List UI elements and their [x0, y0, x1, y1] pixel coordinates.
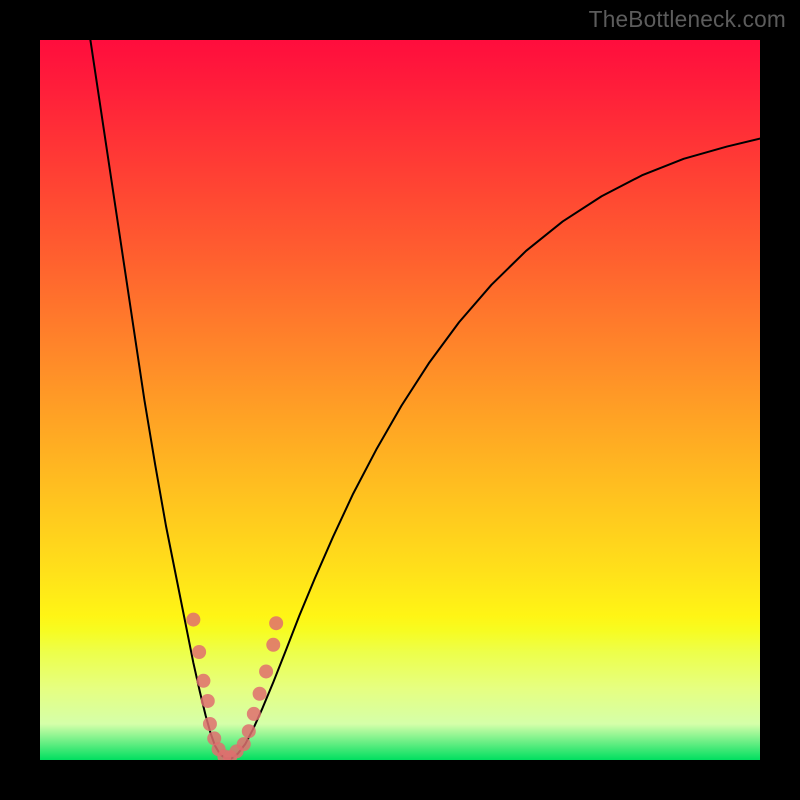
data-marker	[196, 674, 210, 688]
data-marker	[269, 616, 283, 630]
chart-container: TheBottleneck.com	[0, 0, 800, 800]
data-marker	[237, 737, 251, 751]
data-marker	[201, 694, 215, 708]
data-marker	[192, 645, 206, 659]
data-marker	[259, 664, 273, 678]
data-marker	[203, 717, 217, 731]
data-marker	[247, 707, 261, 721]
data-marker	[242, 724, 256, 738]
bottleneck-curve-chart	[40, 40, 760, 760]
data-marker	[266, 638, 280, 652]
watermark-text: TheBottleneck.com	[589, 6, 786, 33]
data-marker	[253, 687, 267, 701]
data-marker	[186, 613, 200, 627]
plot-frame	[40, 40, 760, 760]
gradient-background	[40, 40, 760, 760]
